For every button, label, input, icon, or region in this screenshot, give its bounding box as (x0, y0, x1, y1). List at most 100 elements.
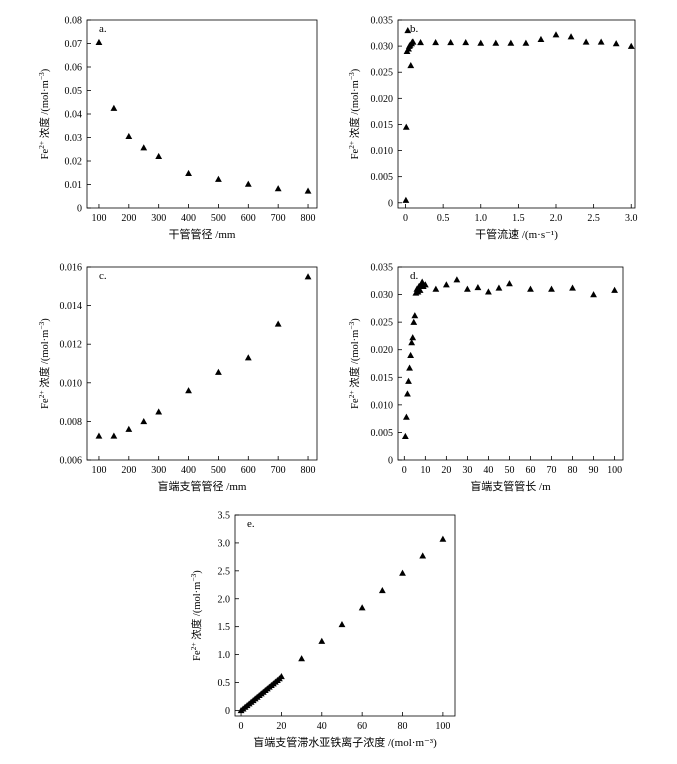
x-tick-label-b: 1.0 (475, 213, 488, 224)
data-point-d (442, 281, 450, 288)
y-tick-label-e: 1.0 (218, 650, 231, 661)
x-tick-label-d: 60 (525, 465, 535, 476)
data-point-a (155, 152, 163, 160)
data-point-c (215, 368, 222, 375)
data-point-d (495, 284, 503, 291)
x-tick-label-b: 3.0 (625, 213, 638, 224)
data-point-e (278, 672, 285, 680)
plot-frame-b (397, 19, 636, 209)
data-point-d (408, 339, 416, 346)
data-point-d (405, 377, 412, 384)
plot-frame-a (86, 19, 318, 209)
x-tick-label-c: 300 (151, 465, 166, 476)
data-point-e (399, 569, 406, 576)
x-axis-title-c: 盲端支管管径 /mm (158, 479, 247, 493)
x-tick-label-d: 50 (504, 465, 514, 476)
y-axis-title-c: Fe2+ 浓度 /(mol·m−3) (37, 318, 51, 409)
x-tick-label-a: 100 (91, 213, 106, 224)
y-tick-label-a: 0.03 (65, 133, 83, 144)
x-tick-label-c: 200 (121, 465, 136, 476)
x-tick-label-b: 2.0 (550, 213, 563, 224)
x-tick-label-c: 700 (271, 465, 286, 476)
data-point-a (140, 144, 148, 151)
data-point-d (409, 334, 417, 341)
x-tick-label-d: 0 (402, 465, 407, 476)
data-point-b (492, 39, 500, 46)
data-point-d (611, 286, 618, 293)
chart-c: 100 200 300 400 500 600 700 800 0.006 0.008 0.010 0… (37, 263, 318, 493)
panel-label-d: d. (410, 270, 419, 282)
x-tick-label-a: 600 (241, 213, 256, 224)
x-tick-label-d: 20 (441, 465, 451, 476)
x-tick-label-a: 400 (181, 213, 196, 224)
data-point-b (567, 33, 575, 40)
y-tick-label-e: 1.5 (218, 622, 231, 633)
data-point-e (358, 604, 366, 611)
y-tick-label-a: 0.07 (65, 39, 83, 50)
x-axis-title-d: 盲端支管管长 /m (470, 479, 551, 493)
data-point-b (402, 196, 410, 203)
data-point-d (548, 285, 555, 292)
y-tick-label-a: 0.01 (65, 180, 83, 191)
data-point-b (402, 123, 410, 130)
y-tick-label-b: 0.015 (371, 120, 394, 131)
y-tick-label-b: 0.005 (371, 172, 394, 183)
chart-b: 0 0.5 1.0 1.5 2.0 2.5 3.0 0 0.005 0.010 0.015 0.020… (347, 16, 637, 242)
x-tick-label-d: 40 (483, 465, 493, 476)
chart-e: 0 20 40 60 80 100 0 0.5 1.0 1.5 2.0 2.5 3.0 3.5 e. 盲端支管… (189, 511, 456, 749)
data-point-d (411, 312, 419, 319)
data-point-d (453, 276, 461, 283)
data-point-d (485, 288, 492, 295)
y-tick-label-b: 0.020 (371, 94, 394, 105)
data-point-b (409, 38, 417, 45)
y-tick-label-d: 0.030 (371, 290, 394, 301)
data-point-a (274, 185, 282, 192)
y-axis-title-d: Fe2+ 浓度 /(mol·m−3) (347, 318, 361, 409)
data-point-d (506, 280, 513, 287)
data-point-c (155, 408, 163, 415)
y-tick-label-c: 0.010 (60, 378, 83, 389)
x-axis-title-b: 干管流速 /(m·s⁻¹) (475, 227, 558, 241)
data-point-b (507, 39, 515, 46)
data-point-c (244, 354, 252, 361)
y-tick-label-a: 0.04 (65, 110, 83, 121)
data-point-b (612, 40, 620, 47)
y-tick-label-b: 0.010 (371, 146, 394, 157)
data-point-a (215, 175, 222, 182)
data-point-a (110, 104, 118, 111)
data-point-d (474, 284, 482, 291)
y-tick-label-c: 0.014 (60, 301, 83, 312)
x-tick-label-c: 400 (181, 465, 196, 476)
y-tick-label-d: 0.035 (371, 263, 394, 274)
data-point-b (627, 42, 635, 49)
data-point-b (447, 39, 455, 46)
x-axis-title-e: 盲端支管滞水亚铁离子浓度 /(mol·m⁻³) (253, 735, 437, 749)
x-tick-label-a: 700 (271, 213, 286, 224)
data-point-b (522, 39, 530, 46)
data-point-d (421, 281, 429, 288)
panel-label-e: e. (247, 518, 255, 530)
data-point-a (304, 187, 312, 194)
data-point-d (401, 432, 409, 440)
data-point-d (407, 351, 415, 358)
data-point-c (140, 418, 148, 425)
data-point-d (463, 285, 471, 292)
plot-frame-d (397, 266, 624, 461)
data-point-d (403, 413, 410, 420)
x-tick-label-c: 600 (241, 465, 256, 476)
y-tick-label-e: 3.0 (218, 538, 231, 549)
y-axis-title-b: Fe2+ 浓度 /(mol·m−3) (347, 68, 361, 159)
data-point-e (378, 586, 386, 594)
data-point-e (419, 552, 427, 559)
x-tick-label-a: 300 (151, 213, 166, 224)
y-tick-label-e: 2.5 (218, 566, 231, 577)
panel-label-b: b. (410, 23, 419, 35)
data-point-d (569, 284, 576, 291)
x-tick-label-b: 0.5 (437, 213, 450, 224)
y-tick-label-e: 3.5 (218, 511, 231, 522)
chart-a: 100 200 300 400 500 600 700 800 0 0.01 0.02 0.03 0.0… (37, 16, 318, 241)
data-point-b (537, 35, 545, 43)
data-point-a (244, 180, 252, 187)
data-point-e (318, 637, 326, 644)
x-tick-label-d: 100 (607, 465, 622, 476)
